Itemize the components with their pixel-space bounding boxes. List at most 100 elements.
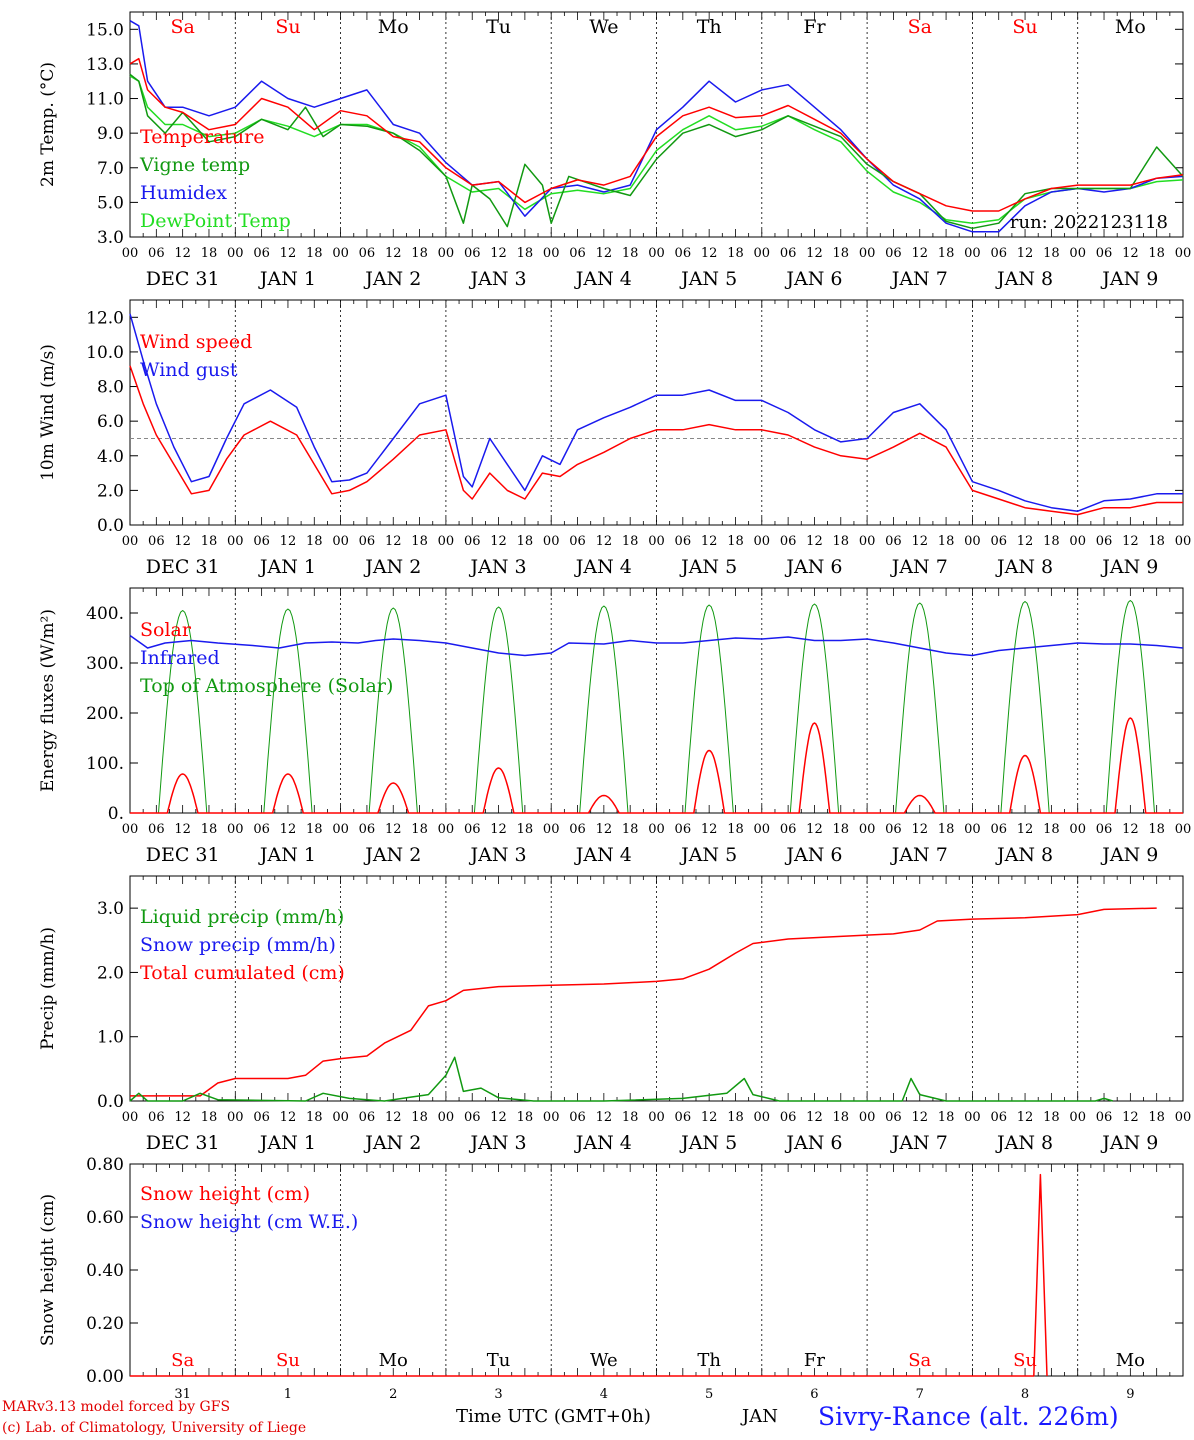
toa-solar-curve — [1077, 600, 1183, 814]
hour-tick-label: 18 — [938, 822, 955, 837]
solar-curve — [551, 794, 657, 814]
hour-tick-label: 06 — [885, 1110, 902, 1125]
y-tick-label: 12.0 — [86, 308, 124, 328]
day-abbr-top: Th — [697, 16, 722, 38]
hour-tick-label: 06 — [780, 246, 797, 261]
hour-tick-label: 06 — [359, 1110, 376, 1125]
hour-tick-label: 06 — [359, 822, 376, 837]
hour-tick-label: 00 — [543, 534, 560, 549]
hour-tick-label: 06 — [990, 246, 1007, 261]
hour-tick-label: 00 — [859, 246, 876, 261]
date-label: JAN 3 — [469, 1132, 527, 1154]
hour-tick-label: 18 — [517, 822, 534, 837]
day-abbr-top: Tu — [486, 16, 511, 38]
hour-tick-label: 18 — [1043, 822, 1060, 837]
date-label: JAN 6 — [784, 556, 842, 578]
solar-curve — [761, 722, 868, 814]
hour-tick-label: 18 — [411, 1110, 428, 1125]
day-number: 3 — [494, 1387, 502, 1402]
hour-tick-label: 06 — [148, 1110, 165, 1125]
day-number: 31 — [174, 1387, 191, 1402]
hour-tick-label: 18 — [517, 1110, 534, 1125]
hour-tick-label: 06 — [253, 822, 270, 837]
hour-tick-label: 18 — [622, 246, 639, 261]
hour-tick-label: 00 — [859, 1110, 876, 1125]
hour-tick-label: 06 — [780, 1110, 797, 1125]
hour-tick-label: 18 — [306, 822, 323, 837]
hour-tick-label: 06 — [253, 534, 270, 549]
hour-tick-label: 00 — [122, 822, 139, 837]
date-label: JAN 6 — [784, 844, 842, 866]
y-tick-label: 0.80 — [86, 1155, 124, 1175]
solar-curve — [867, 794, 973, 814]
y-tick-label: 0.20 — [86, 1314, 124, 1334]
hour-tick-label: 18 — [727, 1110, 744, 1125]
hour-tick-label: 06 — [569, 534, 586, 549]
hour-tick-label: 18 — [1043, 246, 1060, 261]
solar-curve — [1077, 717, 1183, 814]
y-tick-label: 400. — [86, 604, 124, 624]
month-label: JAN — [742, 1406, 778, 1427]
date-label: JAN 7 — [890, 556, 948, 578]
date-label: JAN 7 — [890, 844, 948, 866]
hour-tick-label: 00 — [332, 1110, 349, 1125]
hour-tick-label: 18 — [517, 534, 534, 549]
day-abbr-bottom: Mo — [1116, 1350, 1145, 1371]
day-abbr-top: We — [589, 16, 618, 38]
legend-snow-precip-mm-h-: Snow precip (mm/h) — [140, 934, 336, 956]
hour-tick-label: 06 — [148, 534, 165, 549]
hour-tick-label: 18 — [411, 534, 428, 549]
y-tick-label: 200. — [86, 704, 124, 724]
date-label: JAN 2 — [363, 268, 421, 290]
date-label: JAN 3 — [469, 556, 527, 578]
date-label: DEC 31 — [146, 268, 220, 290]
lab-credit: (c) Lab. of Climatology, University of L… — [2, 1420, 307, 1436]
hour-tick-label: 12 — [490, 822, 507, 837]
hour-tick-label: 12 — [174, 822, 191, 837]
legend-solar: Solar — [140, 619, 192, 641]
hour-tick-label: 00 — [227, 534, 244, 549]
hour-tick-label: 12 — [490, 534, 507, 549]
date-label: JAN 8 — [995, 844, 1053, 866]
run-label: run: 2022123118 — [1010, 212, 1168, 233]
hour-tick-label: 12 — [1017, 534, 1034, 549]
hour-tick-label: 12 — [1122, 534, 1139, 549]
hour-tick-label: 18 — [306, 534, 323, 549]
hour-tick-label: 00 — [122, 246, 139, 261]
hour-tick-label: 12 — [701, 1110, 718, 1125]
hour-tick-label: 18 — [1148, 534, 1165, 549]
date-label: JAN 3 — [469, 844, 527, 866]
hour-tick-label: 00 — [543, 1110, 560, 1125]
hour-tick-label: 12 — [174, 246, 191, 261]
hour-tick-label: 18 — [517, 246, 534, 261]
hour-tick-label: 00 — [1069, 246, 1086, 261]
hour-tick-label: 00 — [332, 246, 349, 261]
hour-tick-label: 18 — [938, 534, 955, 549]
legend-temperature: Temperature — [140, 126, 264, 148]
legend-total-cumulated-cm-: Total cumulated (cm) — [140, 962, 345, 984]
hour-tick-label: 00 — [1175, 822, 1192, 837]
day-abbr-bottom: Th — [697, 1350, 721, 1371]
day-abbr-top: Su — [275, 16, 300, 38]
legend-infrared: Infrared — [140, 647, 220, 669]
date-label: JAN 4 — [574, 844, 632, 866]
hour-tick-label: 00 — [1175, 246, 1192, 261]
date-label: JAN 2 — [363, 844, 421, 866]
y-axis-label: 10m Wind (m/s) — [38, 344, 58, 481]
toa-solar-curve — [445, 606, 552, 814]
hour-tick-label: 06 — [464, 534, 481, 549]
y-tick-label: 3.0 — [97, 228, 124, 248]
toa-solar-curve — [761, 603, 868, 814]
series-total-cumulated-cm- — [130, 907, 1157, 1097]
hour-tick-label: 18 — [201, 1110, 218, 1125]
hour-tick-label: 18 — [1148, 822, 1165, 837]
day-abbr-bottom: Sa — [171, 1350, 194, 1371]
hour-tick-label: 06 — [253, 246, 270, 261]
solar-curve — [972, 754, 1078, 814]
legend-vigne-temp: Vigne temp — [139, 154, 250, 176]
hour-tick-label: 12 — [596, 822, 613, 837]
day-abbr-bottom: Sa — [908, 1350, 931, 1371]
legend-wind-gust: Wind gust — [140, 359, 238, 381]
infrared-line — [129, 634, 1184, 657]
hour-tick-label: 18 — [727, 534, 744, 549]
